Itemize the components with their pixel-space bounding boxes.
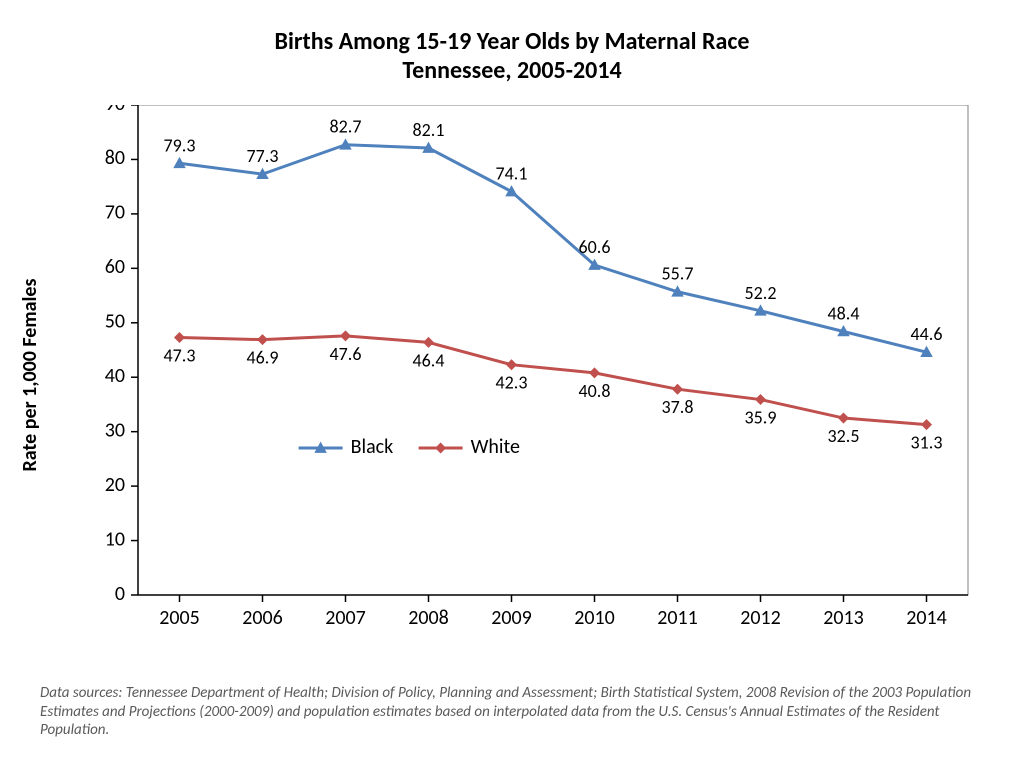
svg-text:46.9: 46.9	[247, 347, 279, 369]
svg-text:90: 90	[105, 105, 125, 116]
svg-text:82.1: 82.1	[413, 119, 445, 141]
chart-title-line2: Tennessee, 2005-2014	[0, 57, 1024, 86]
svg-text:2014: 2014	[906, 606, 947, 630]
svg-text:2013: 2013	[823, 606, 864, 630]
svg-text:0: 0	[115, 582, 125, 606]
svg-text:2011: 2011	[657, 606, 698, 630]
svg-text:70: 70	[105, 201, 125, 225]
svg-text:79.3: 79.3	[164, 134, 196, 156]
svg-text:60: 60	[105, 255, 125, 279]
svg-text:46.4: 46.4	[413, 349, 445, 371]
y-axis-title: Rate per 1,000 Females	[18, 279, 42, 472]
svg-text:40: 40	[105, 364, 125, 388]
svg-text:2009: 2009	[491, 606, 532, 630]
svg-text:82.7: 82.7	[330, 116, 362, 138]
svg-text:2005: 2005	[159, 606, 200, 630]
svg-text:White: White	[471, 435, 520, 459]
svg-text:44.6: 44.6	[911, 323, 943, 345]
svg-text:47.6: 47.6	[330, 343, 362, 365]
svg-text:35.9: 35.9	[745, 407, 777, 429]
chart-title-line1: Births Among 15-19 Year Olds by Maternal…	[0, 28, 1024, 57]
svg-text:Black: Black	[351, 435, 394, 459]
svg-text:2007: 2007	[325, 606, 366, 630]
chart-area: Rate per 1,000 Females 01020304050607080…	[50, 105, 974, 645]
svg-text:74.1: 74.1	[496, 163, 528, 185]
svg-text:60.6: 60.6	[579, 236, 611, 258]
svg-text:37.8: 37.8	[662, 396, 694, 418]
svg-text:10: 10	[105, 527, 125, 551]
svg-text:31.3: 31.3	[911, 432, 943, 454]
svg-text:2012: 2012	[740, 606, 781, 630]
footnote: Data sources: Tennessee Department of He…	[40, 684, 984, 740]
svg-text:20: 20	[105, 473, 125, 497]
chart-svg: 0 10 20 30 40 50 60 70 80 90 2005 2006 2007 2008 2009 2…	[50, 105, 974, 645]
svg-text:40.8: 40.8	[579, 380, 611, 402]
svg-text:32.5: 32.5	[828, 425, 860, 447]
svg-text:48.4: 48.4	[828, 302, 860, 324]
chart-container: Births Among 15-19 Year Olds by Maternal…	[0, 0, 1024, 768]
svg-text:50: 50	[105, 310, 125, 334]
svg-text:80: 80	[105, 146, 125, 170]
svg-text:77.3: 77.3	[247, 145, 279, 167]
svg-text:30: 30	[105, 418, 125, 442]
svg-text:52.2: 52.2	[745, 282, 777, 304]
svg-text:2006: 2006	[242, 606, 283, 630]
svg-text:47.3: 47.3	[164, 344, 196, 366]
svg-text:2010: 2010	[574, 606, 615, 630]
chart-title: Births Among 15-19 Year Olds by Maternal…	[0, 0, 1024, 86]
svg-text:42.3: 42.3	[496, 372, 528, 394]
svg-text:55.7: 55.7	[662, 263, 694, 285]
svg-text:2008: 2008	[408, 606, 449, 630]
